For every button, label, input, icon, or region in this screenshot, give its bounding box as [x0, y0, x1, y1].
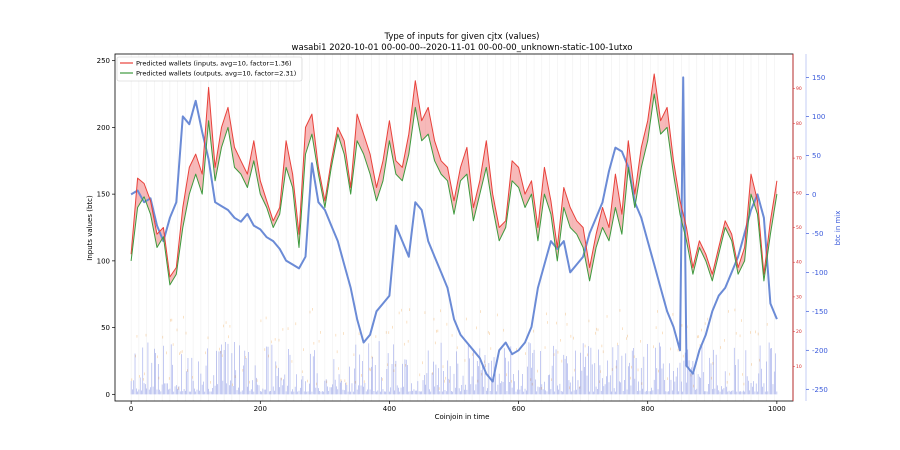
red-tick-label: 70	[796, 156, 802, 162]
red-tick-label: 40	[796, 260, 802, 266]
vertical-grid	[130, 54, 775, 401]
red-tick-label: 20	[796, 329, 802, 335]
blue-tick-label: 150	[812, 74, 825, 82]
blue-tick-label: 0	[812, 191, 816, 199]
y-tick-label: 150	[97, 191, 110, 199]
red-tick-label: 90	[796, 86, 802, 92]
legend: Predicted wallets (inputs, avg=10, facto…	[116, 56, 303, 82]
red-tick-label: 50	[796, 225, 802, 231]
legend-label-outputs: Predicted wallets (outputs, avg=10, fact…	[136, 70, 296, 78]
y-axis-right-red: 10 20 30 40 50 60 70 80 90	[793, 86, 802, 370]
x-tick-label: 1000	[768, 405, 786, 413]
x-tick-label: 200	[254, 405, 267, 413]
blue-tick-label: -50	[812, 230, 823, 238]
plot-frame	[114, 53, 794, 402]
y-axis-left: 0 50 100 150 200 250	[97, 57, 115, 399]
series-line-btc-in-mix	[130, 76, 778, 383]
legend-box	[116, 56, 303, 82]
x-tick-label: 800	[641, 405, 654, 413]
red-tick-label: 30	[796, 294, 802, 300]
difference-fill	[131, 74, 777, 285]
blue-tick-label: -200	[812, 347, 828, 355]
blue-tick-label: -250	[812, 386, 828, 394]
fill-area	[131, 74, 777, 285]
blue-tick-label: 50	[812, 152, 821, 160]
x-axis: 0 200 400 600 800 1000	[129, 401, 786, 413]
y-axis-label-left: Inputs values (btc)	[86, 195, 94, 261]
x-tick-label: 0	[129, 405, 133, 413]
y-axis-label-right: btc in mix	[834, 211, 842, 246]
red-tick-label: 10	[796, 364, 802, 370]
series-line-outputs	[130, 93, 778, 286]
chart-subtitle: wasabi1 2020-10-01 00-00-00--2020-11-01 …	[292, 43, 633, 53]
x-axis-label: Coinjoin in time	[435, 413, 490, 421]
legend-label-inputs: Predicted wallets (inputs, avg=10, facto…	[136, 60, 292, 68]
x-tick-label: 400	[383, 405, 396, 413]
x-tick-label: 600	[512, 405, 525, 413]
y-tick-label: 0	[106, 391, 110, 399]
chart-title: Type of inputs for given cjtx (values)	[384, 32, 540, 42]
red-tick-label: 80	[796, 121, 802, 127]
red-tick-label: 60	[796, 190, 802, 196]
y-tick-label: 100	[97, 257, 110, 265]
y-tick-label: 200	[97, 124, 110, 132]
series-lines	[130, 73, 778, 383]
blue-tick-label: -150	[812, 308, 828, 316]
y-tick-label: 50	[101, 324, 110, 332]
blue-tick-label: -100	[812, 269, 828, 277]
series-line-inputs	[130, 73, 778, 278]
blue-tick-label: 100	[812, 113, 825, 121]
y-tick-label: 250	[97, 57, 110, 65]
bar-strip	[130, 307, 778, 395]
y-axis-right-blue: -250 -200 -150 -100 -50 0 50 100 150	[805, 54, 828, 401]
